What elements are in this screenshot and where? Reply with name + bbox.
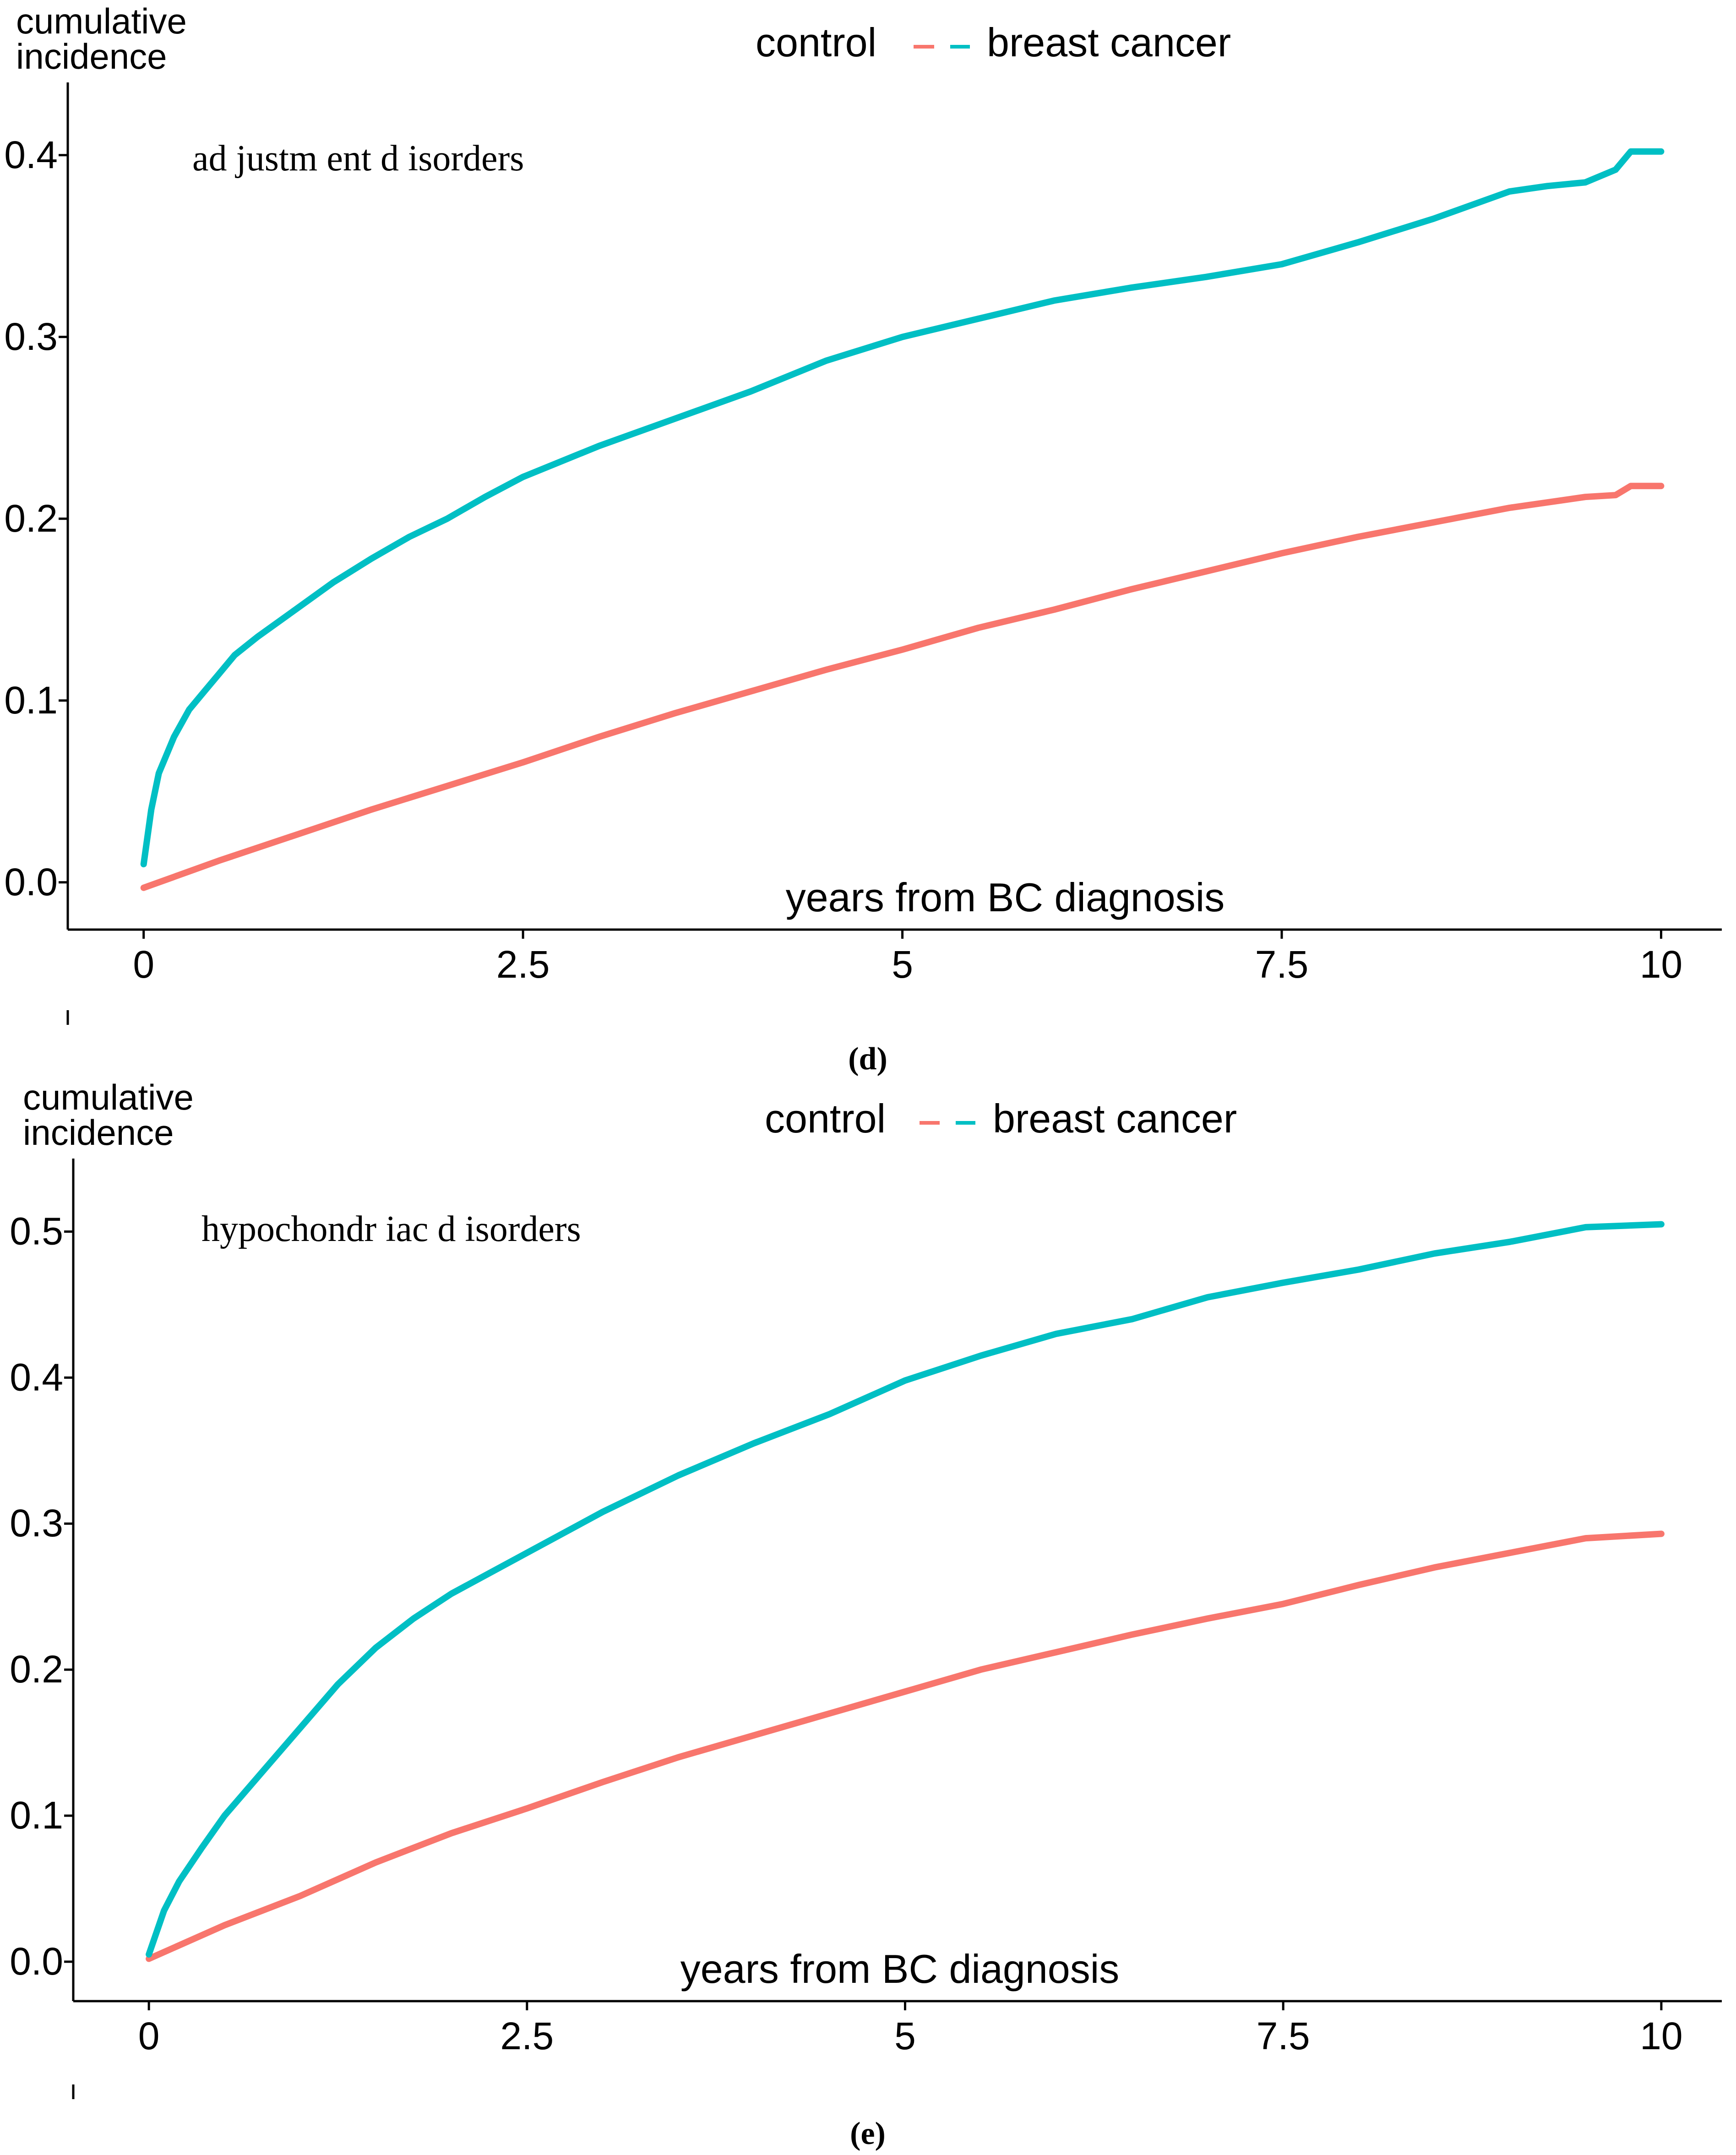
series-group (140, 148, 1665, 891)
y-axis-title-line1: cumulative (16, 1, 187, 41)
chart-annotation-hypochondriac-disorders: hypochondr iac d isorders (201, 1209, 581, 1249)
y-tick-label: 0.1 (4, 679, 58, 722)
panel-label-d: (d) (848, 1041, 887, 1077)
y-axis-title-line2: incidence (16, 36, 167, 76)
axis-ticks: 0 2.5 5 7.5 10 0.0 0.1 0.2 0.3 0.4 (4, 133, 1682, 986)
y-tick-label: 0.3 (10, 1502, 63, 1545)
y-tick-label: 0.5 (10, 1209, 63, 1252)
y-tick-label: 0.1 (10, 1794, 63, 1837)
x-tick-label: 7.5 (1257, 2014, 1310, 2057)
chart-panel-d: cumulative incidence control breast canc… (4, 1, 1722, 1077)
series-group (146, 1221, 1665, 1962)
x-tick-label: 0 (133, 943, 154, 986)
series-line-breast-cancer (140, 148, 1665, 868)
y-axis-title-line2: incidence (23, 1112, 174, 1153)
y-tick-label: 0.4 (4, 133, 58, 176)
legend-label-control: control (765, 1096, 886, 1141)
series-line-breast-cancer (146, 1221, 1665, 1958)
x-tick-label: 0 (138, 2014, 160, 2057)
x-tick-label: 10 (1640, 943, 1682, 986)
x-axis-title: years from BC diagnosis (680, 1946, 1120, 1992)
x-axis-title: years from BC diagnosis (786, 875, 1225, 920)
legend-label-control: control (756, 20, 876, 65)
y-tick-label: 0.0 (10, 1940, 63, 1983)
series-line-control (146, 1530, 1665, 1962)
y-tick-label: 0.2 (4, 497, 58, 540)
x-tick-label: 10 (1640, 2014, 1682, 2057)
series-line-control (140, 483, 1665, 891)
y-tick-label: 0.2 (10, 1648, 63, 1691)
axis-ticks: 0 2.5 5 7.5 10 0.0 0.1 0.2 0.3 0.4 0.5 (10, 1209, 1682, 2057)
legend-label-breast-cancer: breast cancer (993, 1096, 1237, 1141)
y-tick-label: 0.4 (10, 1355, 63, 1399)
y-tick-label: 0.0 (4, 860, 58, 903)
panel-label-e: (e) (850, 2116, 886, 2151)
y-axis-title-line1: cumulative (23, 1077, 194, 1117)
legend: control breast cancer (756, 20, 1231, 65)
y-tick-label: 0.3 (4, 315, 58, 358)
legend: control breast cancer (765, 1096, 1237, 1141)
x-tick-label: 5 (892, 943, 913, 986)
chart-annotation-adjustment-disorders: ad justm ent d isorders (192, 138, 524, 179)
x-tick-label: 7.5 (1255, 943, 1309, 986)
x-tick-label: 2.5 (496, 943, 550, 986)
x-tick-label: 2.5 (500, 2014, 554, 2057)
legend-label-breast-cancer: breast cancer (987, 20, 1231, 65)
chart-panel-e: cumulative incidence control breast canc… (10, 1077, 1722, 2151)
x-tick-label: 5 (894, 2014, 916, 2057)
